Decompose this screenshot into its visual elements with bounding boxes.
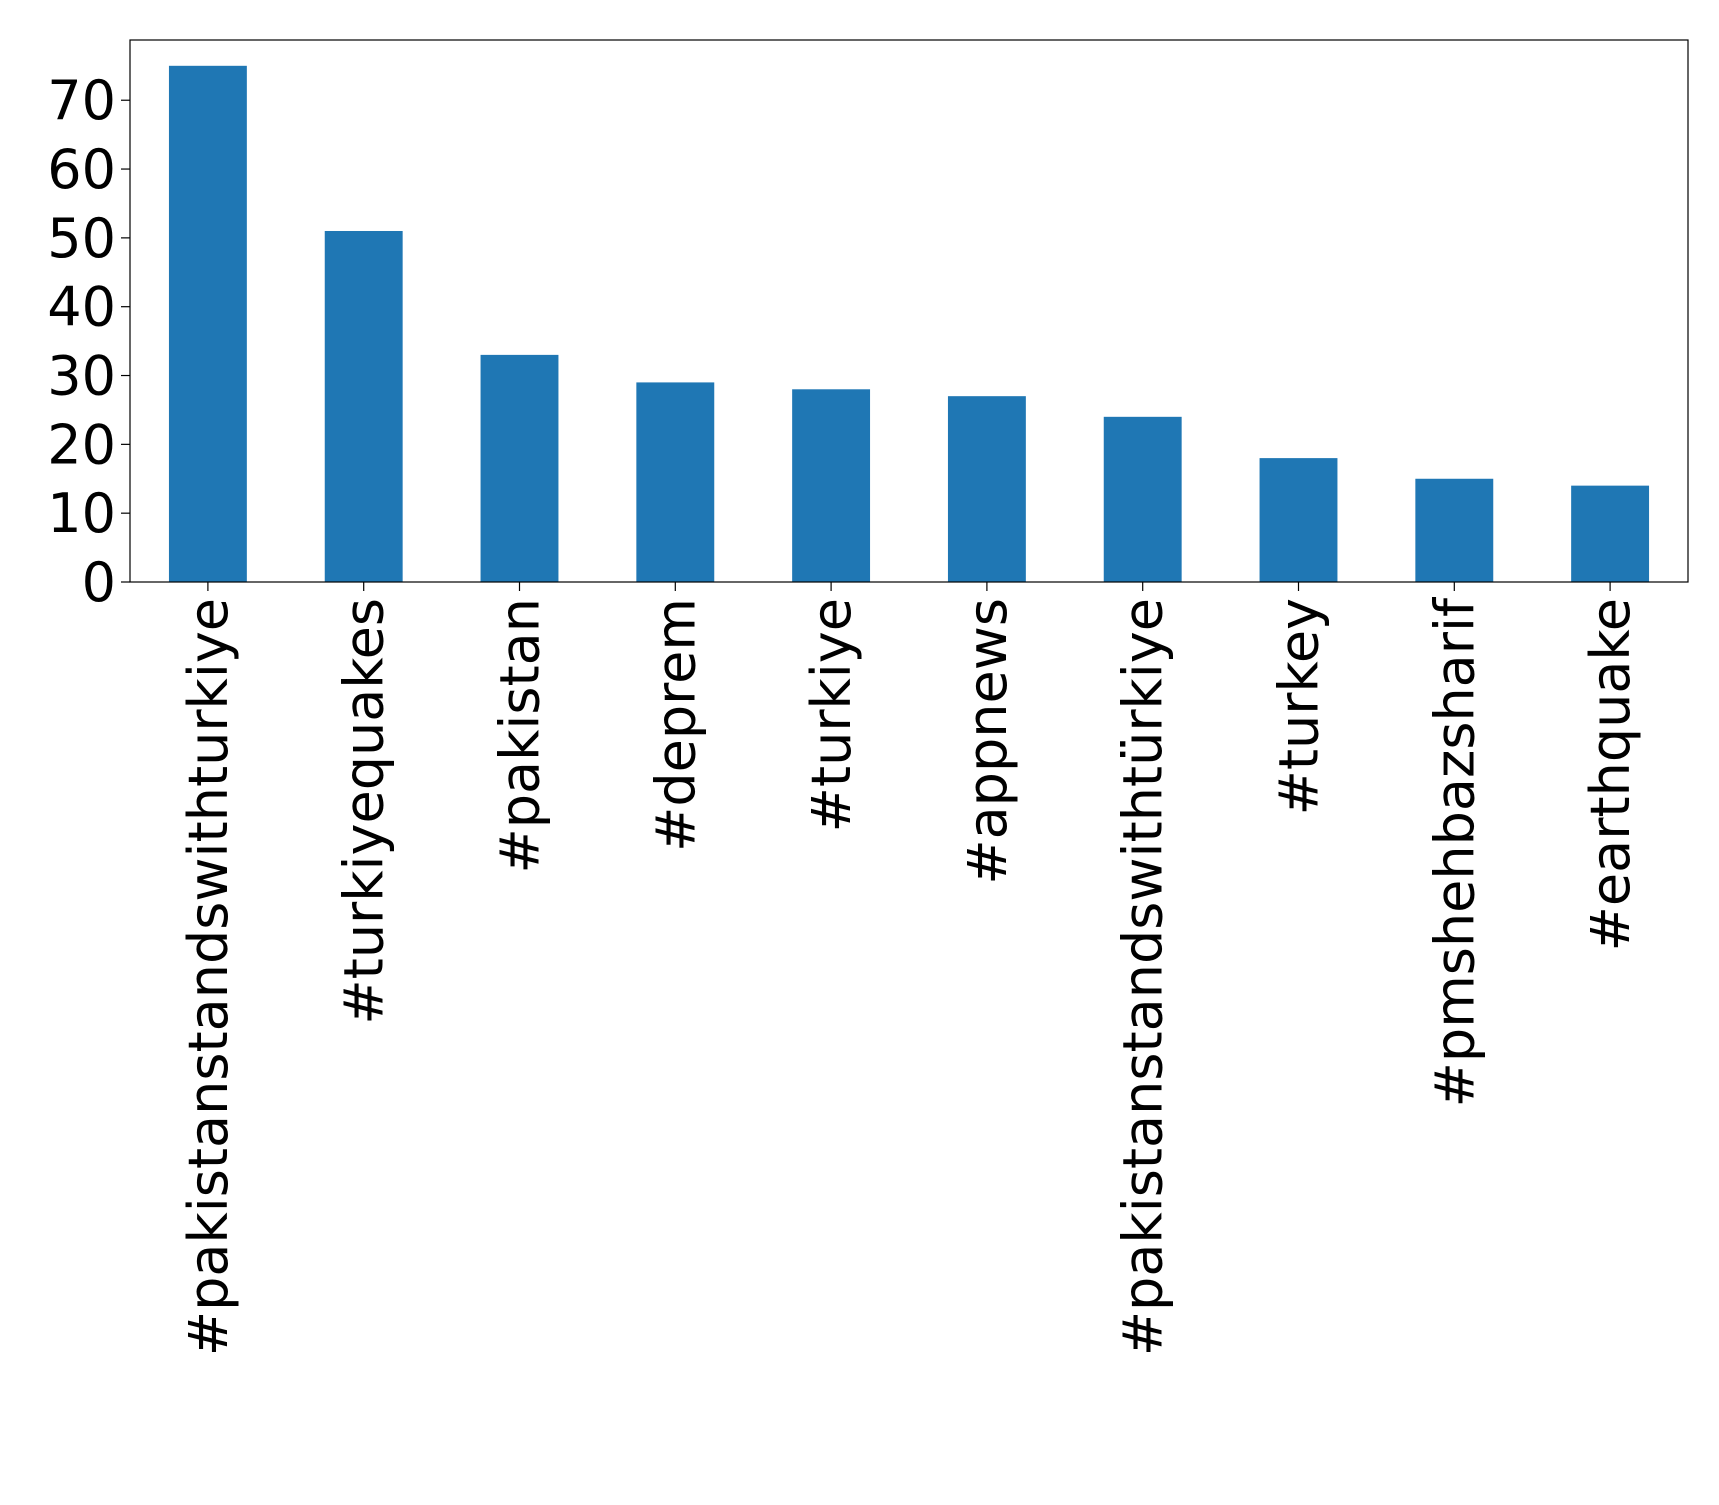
y-tick-label: 10 <box>47 482 116 545</box>
bar <box>1415 478 1494 582</box>
x-tick-label: #pmshehbazsharif <box>1423 596 1486 1107</box>
y-tick-label: 0 <box>82 551 116 614</box>
x-tick-label: #deprem <box>644 598 707 852</box>
bar <box>168 65 247 583</box>
bar <box>1571 485 1650 582</box>
bar <box>947 396 1026 582</box>
x-tick-label: #turkiyequakes <box>333 598 396 1025</box>
x-tick-label: #pakistan <box>489 598 552 874</box>
x-tick-label: #earthquake <box>1579 598 1642 951</box>
bar <box>636 382 715 582</box>
y-tick-label: 60 <box>47 138 116 201</box>
x-tick-label: #pakistanstandswithturkiye <box>177 598 240 1356</box>
bar <box>480 354 559 582</box>
x-tick-label: #pakistanstandswithtürkiye <box>1112 598 1175 1356</box>
plot-frame <box>129 39 1689 583</box>
x-tick-label: #turkey <box>1268 598 1331 815</box>
y-tick-label: 50 <box>47 207 116 270</box>
bar <box>1103 416 1182 582</box>
y-tick-label: 70 <box>47 69 116 132</box>
y-tick-label: 20 <box>47 413 116 476</box>
y-tick-label: 30 <box>47 345 116 408</box>
bar <box>792 389 871 582</box>
x-tick-label: #turkiye <box>800 598 863 832</box>
x-tick-label: #appnews <box>956 598 1019 885</box>
bar <box>324 230 403 582</box>
y-tick-label: 40 <box>47 276 116 339</box>
bar <box>1259 458 1338 582</box>
